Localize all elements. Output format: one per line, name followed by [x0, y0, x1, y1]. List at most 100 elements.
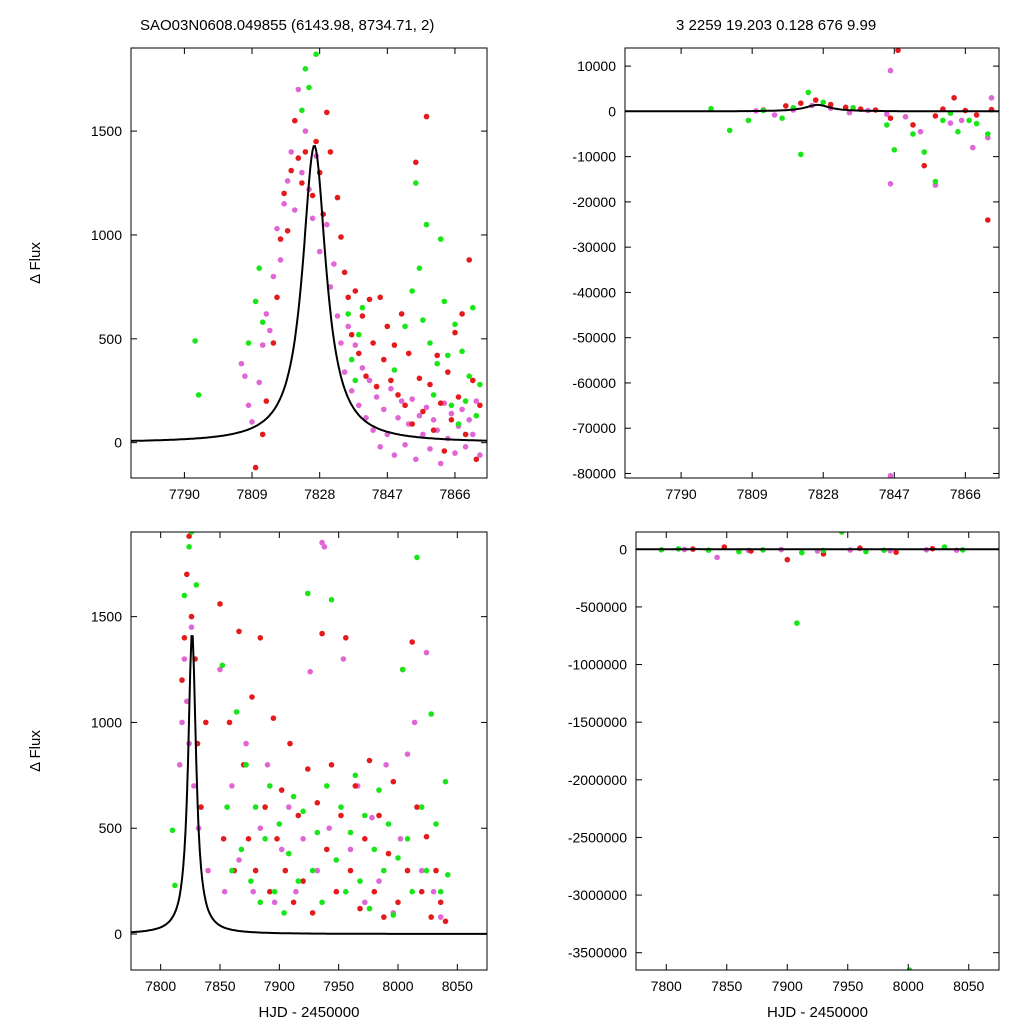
y-tick-label: 1500	[91, 123, 122, 139]
data-point-magenta	[383, 762, 389, 768]
data-point-magenta	[217, 666, 223, 673]
data-point-red	[373, 383, 380, 390]
data-point-magenta	[430, 888, 437, 895]
data-point-red	[333, 888, 340, 895]
data-point-magenta	[316, 248, 323, 255]
data-point-green	[850, 104, 856, 111]
data-point-magenta	[249, 419, 255, 425]
data-point-magenta	[452, 450, 458, 456]
x-tick-label: 8050	[442, 978, 473, 994]
x-tick-label: 8000	[382, 978, 413, 994]
data-point-red	[295, 812, 302, 819]
data-point-red	[352, 288, 359, 294]
data-point-magenta	[363, 415, 369, 421]
data-point-red	[181, 635, 188, 641]
data-point-red	[395, 392, 401, 398]
data-point-green	[352, 377, 359, 384]
data-point-green	[413, 180, 419, 186]
data-point-red	[388, 377, 394, 384]
data-point-green	[395, 855, 401, 861]
data-point-red	[277, 236, 284, 242]
data-point-red	[203, 719, 209, 726]
data-points	[658, 532, 966, 970]
data-point-red	[798, 100, 804, 106]
data-point-magenta	[277, 257, 284, 263]
data-point-red	[220, 836, 227, 842]
y-tick-label: 1000	[91, 227, 122, 243]
data-point-red	[973, 112, 980, 118]
data-point-red	[428, 914, 435, 920]
data-point-red	[314, 800, 321, 806]
data-point-magenta	[887, 67, 894, 74]
model-curve	[625, 103, 999, 113]
data-point-magenta	[257, 825, 264, 831]
data-point-red	[445, 369, 451, 375]
data-point-red	[827, 101, 834, 108]
data-point-magenta	[714, 554, 720, 561]
data-point-magenta	[326, 825, 333, 831]
data-point-magenta	[302, 128, 309, 134]
data-point-green	[794, 620, 800, 626]
model-curve	[131, 145, 487, 442]
data-point-magenta	[395, 415, 401, 421]
data-point-red	[381, 356, 387, 363]
data-point-magenta	[267, 327, 273, 334]
data-point-magenta	[473, 398, 480, 404]
data-point-green	[428, 711, 435, 717]
data-point-red	[951, 95, 957, 101]
data-point-red	[295, 155, 302, 161]
data-point-magenta	[295, 86, 302, 93]
data-point-magenta	[229, 783, 235, 789]
x-tick-label: 8050	[953, 978, 984, 994]
y-tick-label: -3500000	[568, 945, 627, 961]
data-point-red	[226, 719, 233, 726]
data-point-red	[252, 464, 259, 471]
data-point-magenta	[771, 112, 778, 118]
data-point-green	[838, 532, 845, 535]
y-tick-label: -500000	[576, 599, 628, 615]
data-point-green	[314, 829, 321, 836]
data-point-red	[420, 408, 426, 415]
data-point-magenta	[309, 215, 316, 222]
data-point-magenta	[373, 394, 380, 400]
data-point-magenta	[243, 740, 249, 747]
data-point-green	[248, 878, 254, 884]
data-point-magenta	[381, 406, 387, 413]
data-point-magenta	[947, 120, 954, 126]
data-point-red	[198, 804, 204, 810]
data-point-green	[973, 120, 980, 127]
data-point-red	[473, 456, 480, 463]
data-point-magenta	[366, 377, 373, 384]
data-point-red	[409, 639, 416, 645]
data-point-magenta	[448, 410, 455, 417]
data-point-green	[252, 298, 259, 305]
data-point-red	[359, 313, 366, 319]
y-tick-label: -1000000	[568, 657, 627, 673]
data-point-magenta	[250, 888, 256, 895]
data-point-green	[445, 352, 451, 359]
data-point-red	[381, 914, 387, 920]
data-point-green	[940, 117, 946, 124]
data-point-red	[812, 97, 819, 103]
data-point-red	[466, 257, 473, 263]
data-point-green	[726, 127, 733, 134]
data-point-red	[470, 377, 476, 384]
x-tick-label: 7847	[879, 486, 910, 502]
data-point-red	[356, 350, 362, 357]
data-point-red	[395, 899, 401, 906]
data-point-magenta	[902, 114, 909, 120]
data-point-red	[324, 846, 330, 853]
data-point-red	[299, 180, 305, 186]
y-axis-label: Δ Flux	[27, 242, 44, 284]
data-point-magenta	[470, 431, 476, 438]
data-point-green	[932, 178, 939, 185]
data-point-green	[884, 122, 890, 128]
data-point-red	[462, 431, 469, 438]
data-point-red	[249, 694, 255, 700]
chart-panel-top-right: 7790 7809 7828 7847 7866 10000 0 -10000 -20000 -3…	[572, 47, 1000, 502]
data-point-green	[319, 899, 325, 906]
data-point-green	[459, 348, 465, 355]
data-point-green	[333, 857, 340, 863]
data-point-green	[462, 398, 469, 404]
y-tick-label: -10000	[572, 149, 616, 165]
